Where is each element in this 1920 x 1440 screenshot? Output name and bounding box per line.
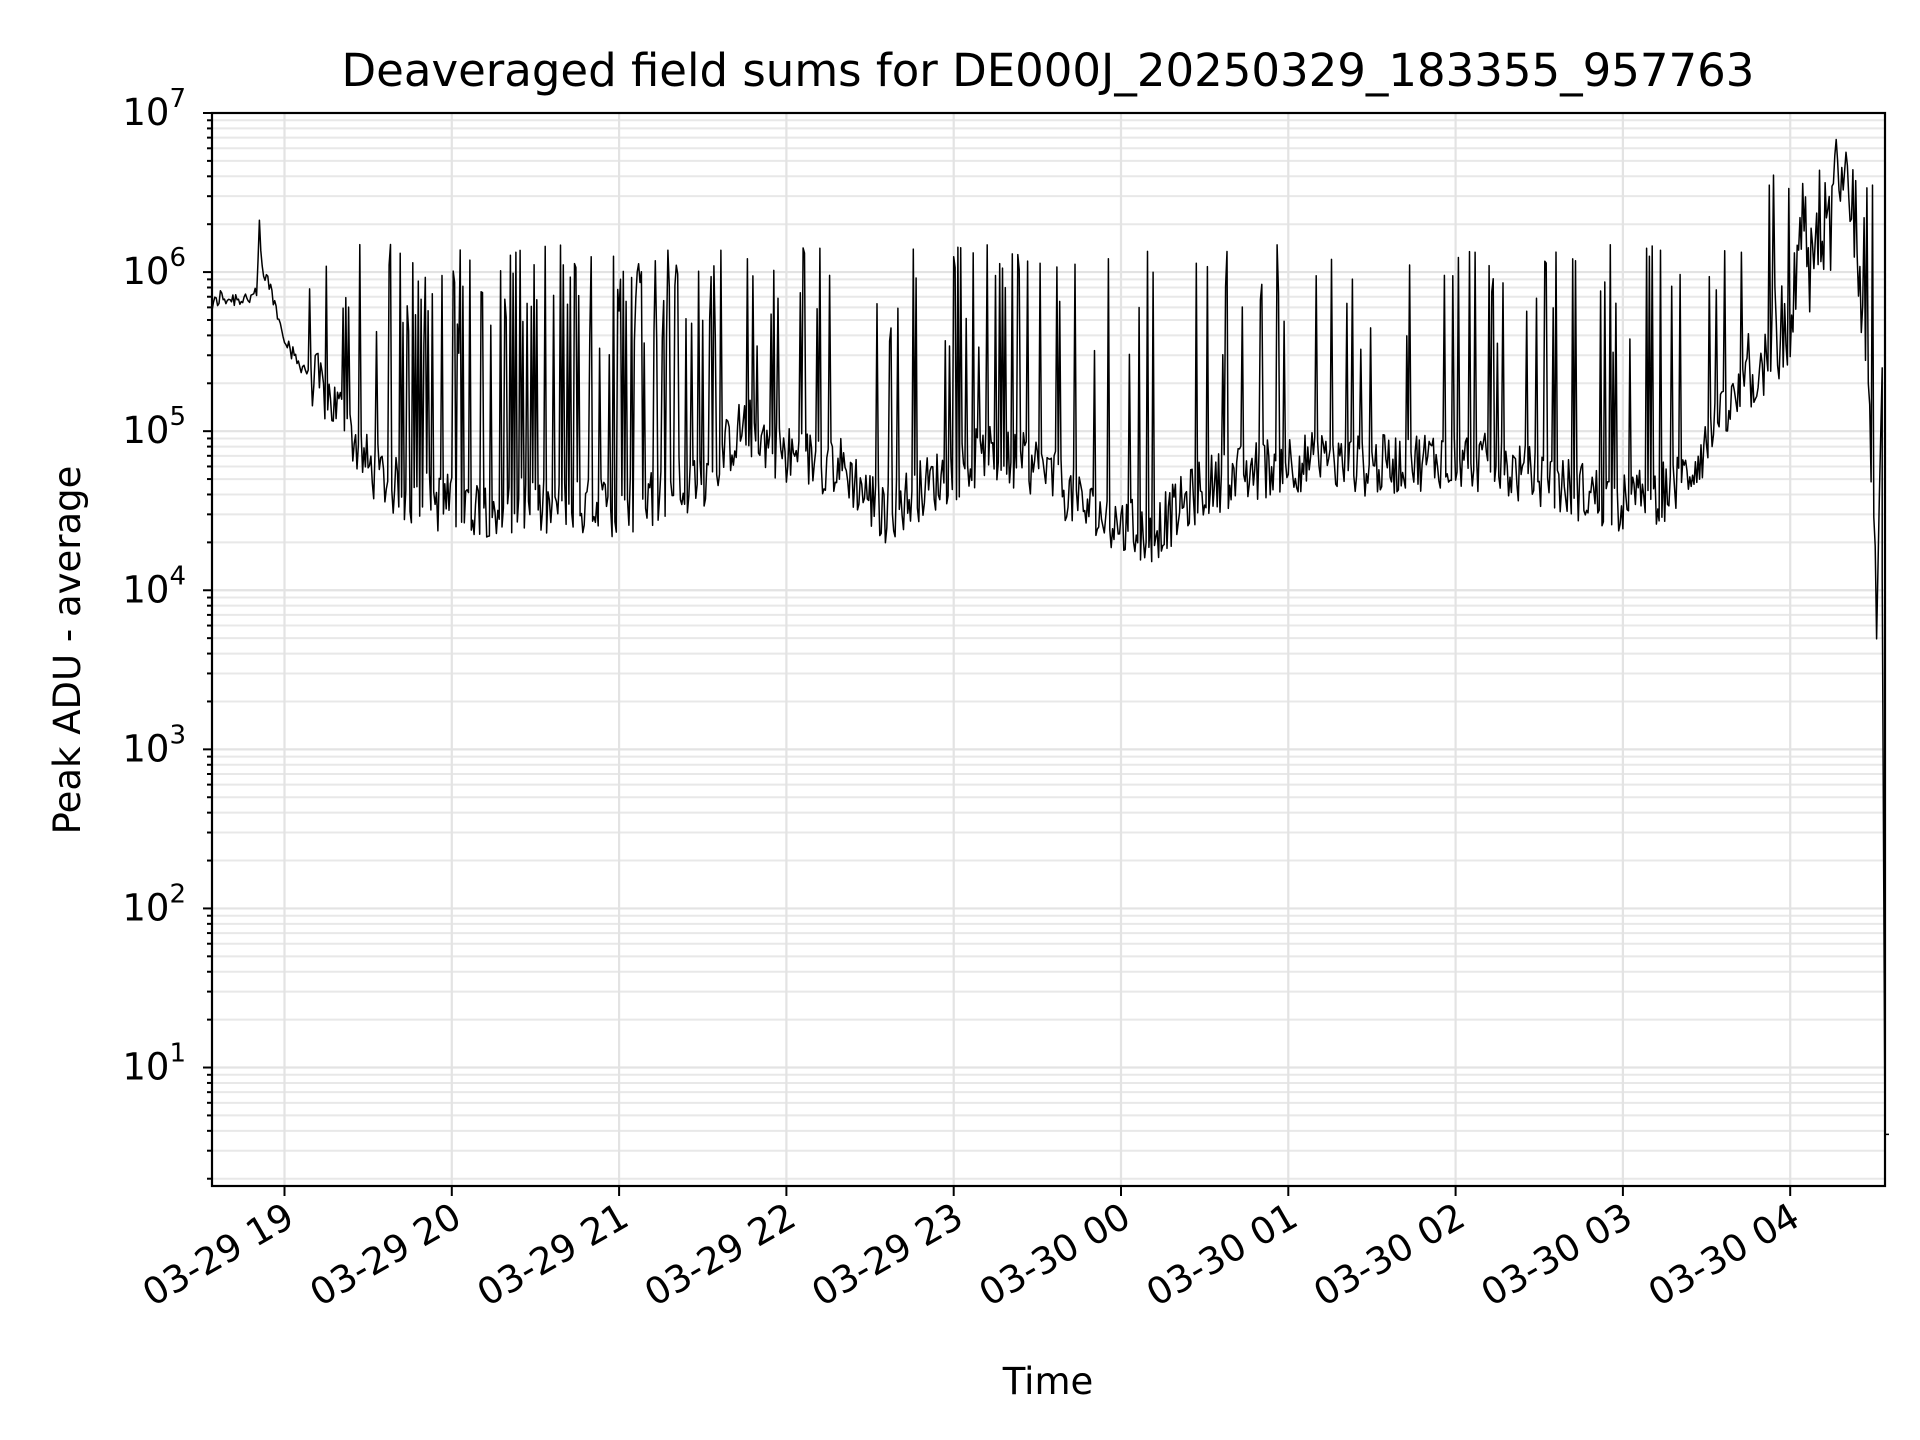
y-tick-label: 102 — [122, 879, 186, 929]
series-layer — [211, 138, 1889, 1136]
chart-title: Deaveraged field sums for DE000J_2025032… — [342, 44, 1755, 97]
y-tick-label: 103 — [122, 720, 186, 770]
y-axis-label: Peak ADU - average — [46, 466, 89, 835]
plot-frame — [210, 111, 1887, 1188]
y-tick-label: 104 — [122, 561, 186, 611]
y-axis: 101 102 103 104 105 106 107 — [122, 84, 212, 1180]
y-tick-label: 107 — [122, 84, 186, 134]
y-tick-label: 105 — [122, 402, 186, 452]
series-line — [211, 138, 1889, 1136]
grid — [212, 113, 1885, 1186]
y-tick-label: 106 — [122, 243, 186, 293]
x-axis-label: Time — [1002, 1360, 1094, 1403]
y-tick-label: 101 — [122, 1039, 186, 1089]
